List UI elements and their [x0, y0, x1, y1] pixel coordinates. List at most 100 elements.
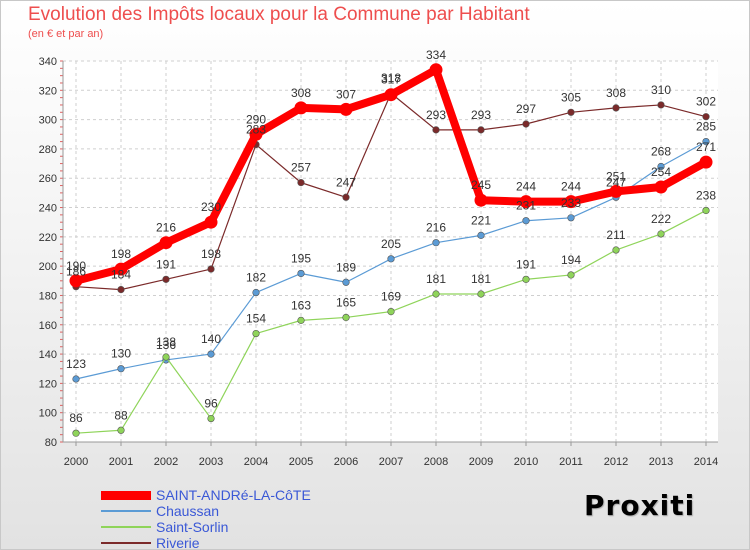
data-point [657, 101, 665, 109]
series-layer [69, 63, 713, 437]
data-label: 245 [471, 178, 491, 192]
data-point [432, 126, 440, 134]
chart-subtitle: (en € et par an) [28, 28, 104, 40]
data-label: 165 [336, 295, 356, 309]
y-tick-label: 320 [39, 85, 57, 97]
data-point [207, 265, 215, 273]
data-label: 230 [201, 200, 221, 214]
legend-label-saint-andre: SAINT-ANDRé-LA-CôTE [156, 487, 311, 503]
data-label: 290 [246, 112, 266, 126]
data-point [114, 262, 128, 276]
data-label: 231 [516, 199, 536, 213]
chart-title: Evolution des Impôts locaux pour la Comm… [28, 4, 530, 25]
legend-swatch-saint-andre [101, 491, 151, 500]
data-point [162, 275, 170, 283]
x-tick-label: 2008 [424, 456, 448, 468]
logo-letter: i [659, 489, 671, 522]
data-label: 211 [606, 228, 625, 242]
data-point [522, 217, 530, 225]
data-label: 271 [696, 140, 716, 154]
data-label: 205 [381, 237, 401, 251]
legend-item-saint-andre: SAINT-ANDRé-LA-CôTE [101, 487, 421, 503]
legend-item-riverie: Riverie [101, 535, 421, 550]
data-point [117, 426, 125, 434]
data-label: 181 [426, 272, 446, 286]
data-point [297, 316, 305, 324]
data-label: 244 [561, 180, 581, 194]
data-label: 163 [291, 298, 311, 312]
data-label: 293 [471, 108, 491, 122]
data-label: 182 [246, 271, 266, 285]
x-tick-label: 2003 [199, 456, 223, 468]
data-label: 136 [156, 338, 176, 352]
data-point [387, 307, 395, 316]
data-label: 138 [156, 335, 176, 349]
logo-letter: o [620, 489, 641, 522]
legend-swatch-chaussan [101, 510, 151, 512]
y-tick-label: 280 [39, 144, 57, 156]
data-point [567, 214, 575, 222]
data-label: 216 [426, 221, 446, 235]
data-label: 233 [561, 196, 581, 210]
data-label: 189 [336, 260, 356, 274]
axis-layer: 80 100 120 140 160 180 200 220 240 260 280 300 320 34… [39, 56, 719, 468]
data-label: 123 [66, 357, 86, 371]
x-tick-label: 2004 [244, 456, 268, 468]
logo-letter: x [640, 489, 660, 522]
data-point [609, 184, 623, 198]
data-label: 254 [651, 165, 671, 179]
data-label: 169 [381, 290, 401, 304]
data-point [117, 365, 125, 373]
y-tick-label: 120 [39, 378, 57, 390]
data-point [702, 206, 710, 215]
data-label: 283 [246, 123, 266, 137]
data-point [432, 239, 440, 247]
data-point [432, 290, 440, 298]
data-label: 244 [516, 180, 536, 194]
data-label: 293 [426, 108, 446, 122]
x-tick-label: 2012 [604, 456, 628, 468]
y-tick-label: 200 [39, 261, 57, 273]
data-label: 186 [66, 265, 86, 279]
y-tick-label: 300 [39, 115, 57, 127]
data-point [522, 120, 530, 128]
data-point [699, 155, 713, 169]
data-point [117, 286, 125, 294]
data-label: 181 [471, 272, 491, 286]
data-label: 195 [291, 251, 311, 265]
y-tick-label: 240 [39, 203, 57, 215]
x-tick-label: 2006 [334, 456, 358, 468]
data-label: 222 [651, 212, 671, 226]
proxiti-logo: Proxiti [584, 489, 695, 522]
data-label: 297 [516, 102, 536, 116]
data-point [342, 313, 350, 322]
legend-swatch-saint-sorlin [101, 526, 151, 528]
data-label: 86 [69, 411, 83, 425]
y-tick-label: 160 [39, 320, 57, 332]
legend-label-chaussan: Chaussan [156, 503, 220, 519]
data-point [477, 231, 485, 239]
data-label: 318 [381, 71, 401, 85]
data-point [567, 108, 575, 116]
data-point [207, 414, 215, 423]
plot-area [63, 61, 718, 442]
data-label: 191 [156, 257, 176, 271]
x-tick-label: 2010 [514, 456, 538, 468]
data-label: 317 [381, 73, 401, 87]
data-point [477, 126, 485, 134]
legend-label-riverie: Riverie [156, 535, 200, 550]
data-point [387, 255, 395, 263]
data-label: 334 [426, 48, 446, 62]
data-label: 130 [111, 347, 131, 361]
data-point [654, 180, 668, 194]
data-point [522, 275, 530, 283]
logo-letter: P [584, 489, 606, 522]
data-point [297, 269, 305, 278]
x-tick-label: 2005 [289, 456, 313, 468]
data-point [474, 193, 488, 207]
data-point [519, 195, 533, 209]
data-label: 305 [561, 90, 581, 104]
